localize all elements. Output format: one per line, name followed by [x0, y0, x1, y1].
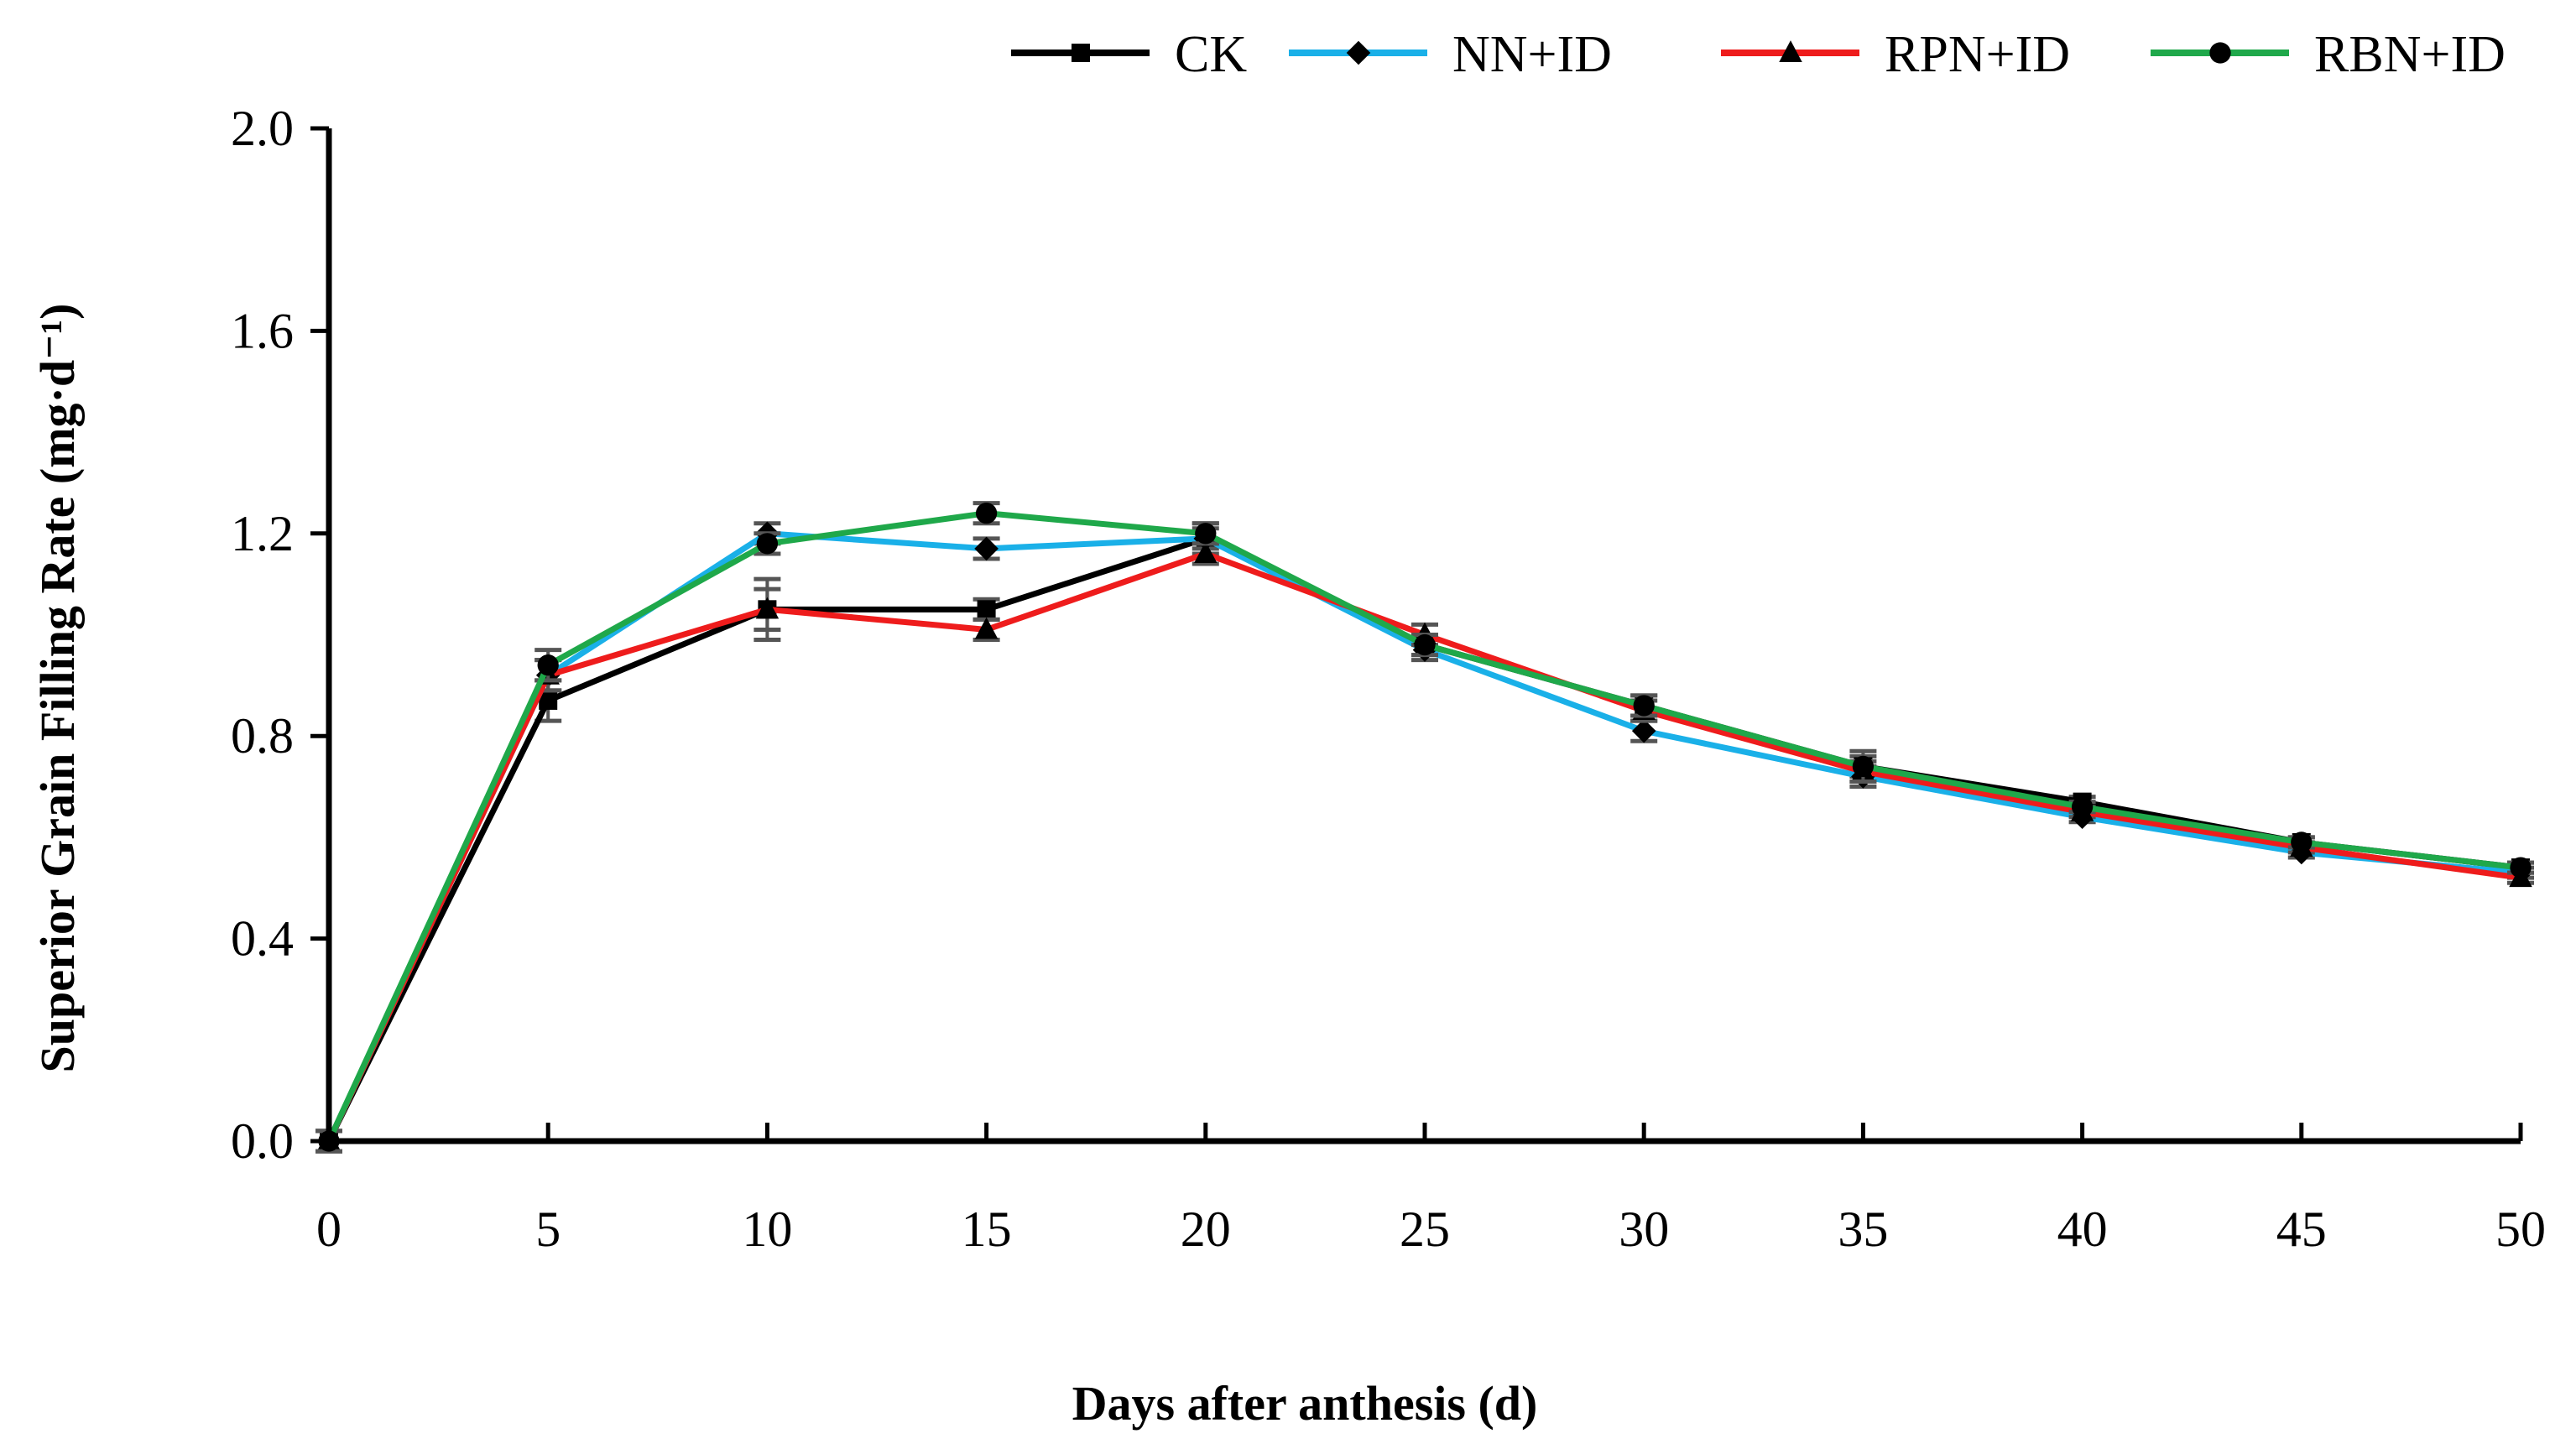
legend-label: NN+ID: [1452, 26, 1612, 83]
y-tick-label: 0.8: [231, 708, 294, 764]
data-point: [1852, 755, 1875, 778]
x-axis-title: Days after anthesis (d): [1072, 1376, 1538, 1431]
data-point: [1414, 633, 1436, 656]
data-point: [2510, 857, 2532, 878]
legend-item: RPN+ID: [1721, 26, 2070, 83]
legend-item: CK: [1011, 26, 1247, 83]
data-point: [537, 654, 559, 676]
data-point: [1633, 695, 1655, 717]
data-point: [975, 503, 998, 524]
legend-marker: [1779, 40, 1802, 62]
y-tick-label: 0.0: [231, 1113, 294, 1169]
series-rbn-id: [315, 501, 2534, 1154]
legend-label: RPN+ID: [1885, 26, 2070, 83]
axes: 0 5 10 15 20 25 30 35 40 45 50 0.0 0.4 0.8 1.2 1.6 2.0: [231, 101, 2546, 1257]
legend-item: NN+ID: [1289, 26, 1612, 83]
x-tick-label: 40: [2057, 1202, 2108, 1257]
legend-label: CK: [1175, 26, 1247, 83]
x-tick-label: 45: [2276, 1202, 2327, 1257]
x-tick-label: 15: [962, 1202, 1012, 1257]
y-tick-label: 1.6: [231, 303, 294, 358]
x-tick-label: 10: [742, 1202, 792, 1257]
x-tick-label: 5: [535, 1202, 561, 1257]
legend-marker: [2209, 42, 2231, 64]
x-tick-label: 20: [1181, 1202, 1231, 1257]
y-axis-title: Superior Grain Filling Rate (mg·d⁻¹): [30, 304, 85, 1073]
y-tick-label: 0.4: [231, 911, 294, 967]
legend-label: RBN+ID: [2314, 26, 2506, 83]
data-point: [539, 691, 558, 710]
series-line: [326, 510, 2521, 1143]
y-tick-label: 1.2: [231, 506, 294, 561]
x-tick-label: 0: [316, 1202, 342, 1257]
x-tick-label: 35: [1838, 1202, 1888, 1257]
plot-area: [315, 501, 2534, 1154]
data-point: [756, 533, 779, 555]
x-tick-label: 50: [2495, 1202, 2546, 1257]
legend: CK NN+ID RPN+ID RBN+ID: [1011, 26, 2506, 83]
data-point: [1631, 718, 1656, 743]
data-point: [755, 597, 780, 619]
series-nn-id: [315, 521, 2534, 1154]
data-point: [1195, 523, 1217, 545]
y-tick-label: 2.0: [231, 101, 294, 156]
legend-marker: [1072, 44, 1090, 62]
data-point: [977, 600, 996, 619]
data-point: [2291, 831, 2313, 853]
data-point: [2071, 796, 2094, 818]
data-point: [974, 536, 999, 561]
x-tick-label: 25: [1400, 1202, 1450, 1257]
x-tick-label: 30: [1619, 1202, 1669, 1257]
data-point: [974, 617, 999, 639]
data-point: [1194, 541, 1218, 563]
legend-marker: [1346, 40, 1371, 65]
legend-item: RBN+ID: [2151, 26, 2506, 83]
